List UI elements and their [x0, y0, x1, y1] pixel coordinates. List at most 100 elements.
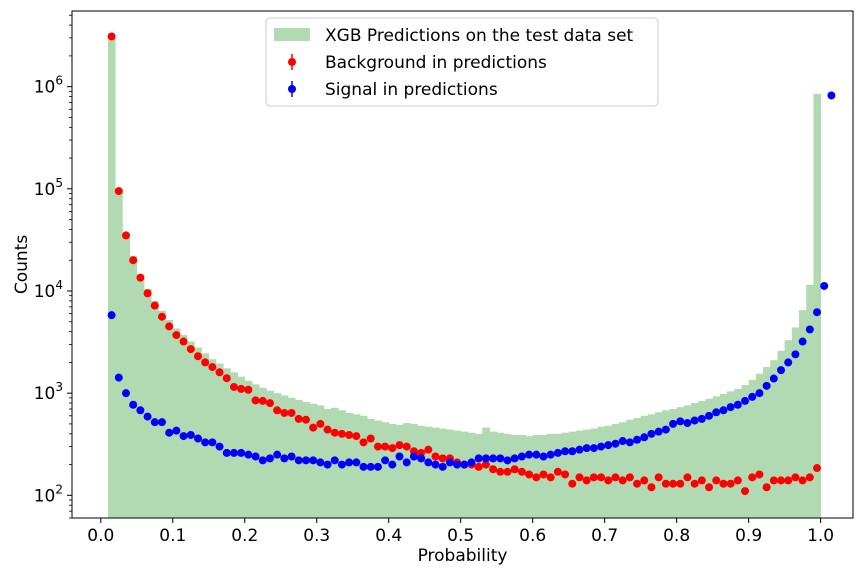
- data-point: [179, 432, 188, 441]
- data-point: [697, 476, 706, 485]
- data-point: [604, 441, 613, 450]
- histogram-bar: [511, 434, 519, 518]
- data-point: [553, 448, 562, 457]
- histogram-bar: [179, 335, 188, 518]
- data-point: [733, 400, 742, 409]
- legend-label-background: Background in predictions: [325, 53, 547, 73]
- histogram-bar: [691, 403, 699, 518]
- data-point: [561, 470, 570, 479]
- legend-label-signal: Signal in predictions: [325, 80, 498, 100]
- data-point: [798, 476, 807, 485]
- histogram-bar: [597, 426, 606, 518]
- data-point: [539, 470, 548, 479]
- histogram-bar: [122, 232, 130, 518]
- histogram-bar: [777, 350, 786, 518]
- histogram-bar: [583, 429, 591, 518]
- y-tick-label: 106: [34, 74, 63, 98]
- histogram-bar: [453, 430, 462, 518]
- histogram-bar: [165, 320, 174, 518]
- histogram-bar: [237, 376, 246, 518]
- data-point: [733, 476, 742, 485]
- histogram-bar: [395, 424, 404, 518]
- data-point: [373, 442, 382, 451]
- data-point: [150, 301, 159, 310]
- data-point: [582, 476, 591, 485]
- data-point: [726, 403, 735, 412]
- data-point: [237, 384, 246, 393]
- data-point: [748, 392, 757, 401]
- data-point: [193, 434, 202, 443]
- data-point: [719, 406, 728, 415]
- data-point: [474, 462, 483, 471]
- data-point: [402, 442, 411, 451]
- data-point: [323, 425, 332, 434]
- histogram-bar: [763, 367, 771, 518]
- histogram-bar: [388, 423, 397, 518]
- data-point: [690, 416, 699, 425]
- legend: XGB Predictions on the test data set Bac…: [265, 17, 659, 107]
- data-point: [251, 452, 260, 461]
- data-point: [741, 487, 750, 496]
- histogram-bar: [439, 428, 447, 518]
- data-point: [589, 444, 598, 453]
- data-point: [114, 373, 123, 382]
- histogram-bar: [482, 427, 490, 518]
- data-point: [647, 483, 656, 492]
- histogram-bar: [201, 353, 210, 518]
- data-point: [625, 473, 634, 482]
- x-tick-label: 0.8: [663, 526, 690, 546]
- histogram-bar: [734, 388, 742, 518]
- data-point: [431, 452, 440, 461]
- data-point: [280, 408, 289, 417]
- legend-dot: [288, 58, 296, 66]
- legend-dot: [288, 85, 296, 93]
- histogram-bar: [403, 423, 411, 518]
- data-point: [575, 473, 584, 482]
- x-axis-label: Probability: [418, 546, 508, 566]
- data-point: [237, 448, 246, 457]
- histogram-bar: [568, 431, 577, 518]
- data-point: [309, 456, 318, 465]
- legend-marker-background: [288, 54, 296, 70]
- data-point: [150, 418, 159, 427]
- histogram-bar: [698, 400, 706, 518]
- histogram-bar: [518, 434, 526, 518]
- data-point: [287, 408, 296, 417]
- data-point: [186, 345, 195, 354]
- data-point: [136, 273, 145, 282]
- data-point: [417, 454, 426, 463]
- histogram-bar: [655, 412, 663, 518]
- data-point: [669, 479, 678, 488]
- histogram-bar: [475, 433, 483, 518]
- data-point: [741, 396, 750, 405]
- histogram-bar: [467, 432, 476, 518]
- histogram-bar: [640, 415, 649, 518]
- data-point: [388, 460, 397, 469]
- data-point: [546, 473, 555, 482]
- histogram-bar: [158, 310, 166, 518]
- data-point: [755, 389, 764, 398]
- data-point: [258, 456, 267, 465]
- x-tick-label: 0.5: [447, 526, 474, 546]
- data-point: [676, 417, 685, 426]
- data-point: [510, 454, 519, 463]
- data-point: [532, 473, 541, 482]
- histogram-bar: [741, 385, 750, 518]
- data-point: [381, 456, 390, 465]
- data-point: [589, 473, 598, 482]
- data-point: [784, 358, 793, 367]
- x-axis-ticks: 0.0 0.1 0.2 0.3 0.4 0.5 0.6 0.7 0.8 0.9 1.0: [87, 518, 834, 546]
- histogram-bar: [770, 360, 778, 518]
- data-point: [489, 454, 498, 463]
- histogram-bar: [705, 398, 714, 518]
- data-point: [467, 458, 476, 467]
- data-point: [215, 368, 224, 377]
- y-axis-ticks: 102 103 104 105 106: [34, 14, 72, 519]
- data-point: [222, 448, 231, 457]
- data-point: [352, 432, 361, 441]
- data-point: [489, 465, 498, 474]
- data-point: [345, 430, 354, 439]
- x-tick-label: 0.4: [375, 526, 402, 546]
- histogram-bar: [143, 288, 152, 518]
- data-point: [172, 331, 181, 340]
